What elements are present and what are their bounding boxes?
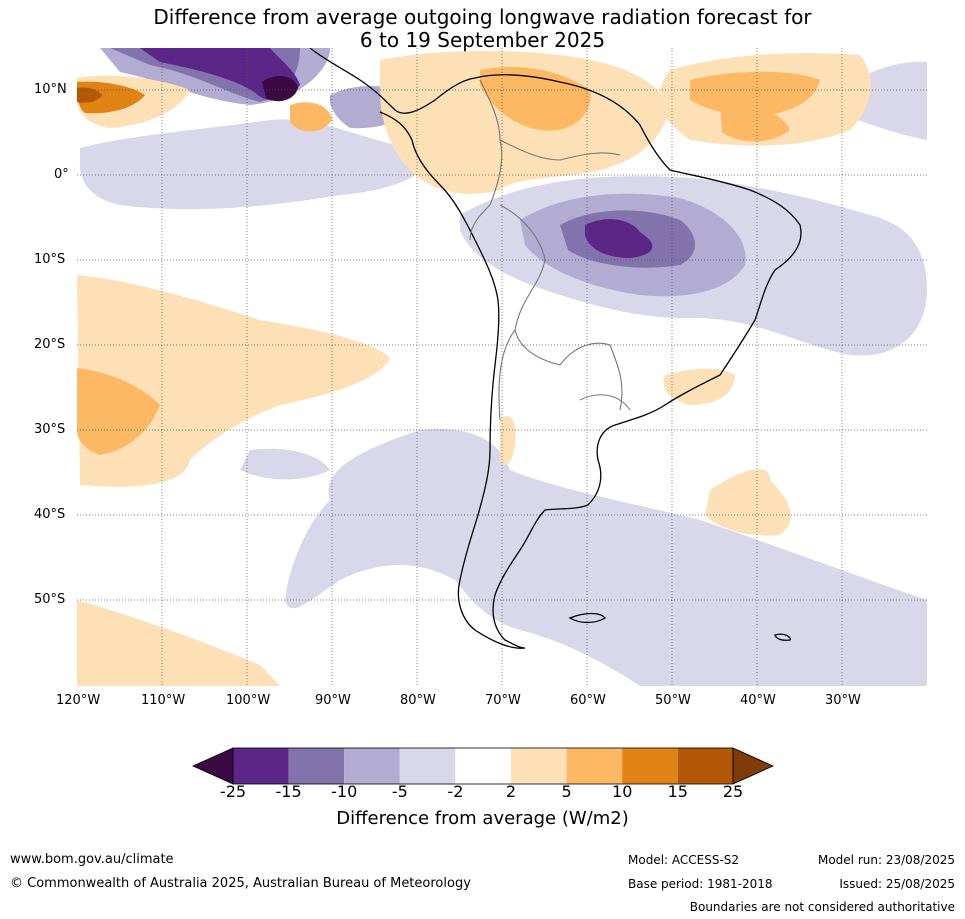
anomaly-region [77, 600, 280, 686]
lon-label: 120°W [56, 693, 101, 708]
country-borders [469, 79, 631, 421]
colorbar-tick-label: -15 [275, 782, 302, 801]
colorbar-segment [566, 748, 623, 784]
anomaly-region [77, 275, 390, 487]
colorbar-tick-label: -2 [447, 782, 464, 801]
lon-label: 80°W [400, 693, 436, 708]
lon-label: 70°W [485, 693, 521, 708]
colorbar-tick-label: 2 [505, 782, 517, 801]
lon-label: 60°W [570, 693, 606, 708]
lat-label: 20°S [34, 337, 66, 352]
lon-label: 30°W [825, 693, 861, 708]
website-link[interactable]: www.bom.gov.au/climate [10, 852, 174, 867]
colorbar-tick-label: -25 [219, 782, 247, 801]
colorbar-segment [455, 748, 511, 784]
colorbar-segment [677, 748, 733, 784]
colorbar-segment [622, 748, 678, 784]
colorbar-segment [511, 748, 567, 784]
anomaly-shading [77, 48, 927, 686]
lat-label: 10°N [34, 82, 67, 97]
anomaly-region [240, 448, 330, 480]
colorbar [192, 747, 774, 785]
lon-label: 110°W [141, 693, 186, 708]
anomaly-region [140, 48, 300, 101]
lat-label: 40°S [34, 507, 66, 522]
lon-label: 100°W [226, 693, 271, 708]
map-title-line2: 6 to 19 September 2025 [359, 28, 606, 52]
copyright-text: © Commonwealth of Australia 2025, Austra… [10, 876, 471, 891]
model-run-text: Model run: 23/08/2025 [817, 853, 955, 867]
coastline [309, 48, 802, 649]
anomaly-region [290, 102, 332, 132]
anomaly-region [77, 368, 160, 455]
map-title-line1: Difference from average outgoing longwav… [153, 5, 812, 29]
colorbar-tick-label: 5 [561, 782, 572, 801]
graticule [77, 48, 927, 686]
colorbar-segment [399, 748, 456, 784]
model-text: Model: ACCESS-S2 [628, 853, 740, 867]
colorbar-tick-label: 10 [612, 782, 633, 801]
lat-label: 50°S [34, 592, 66, 607]
colorbar-tick-label: 25 [722, 782, 744, 801]
lon-label: 40°W [740, 693, 776, 708]
colorbar-tick-label: 15 [667, 782, 688, 801]
anomaly-region [77, 87, 102, 103]
disclaimer-text: Boundaries are not considered authoritat… [689, 900, 955, 914]
colorbar-tick-label: -5 [391, 782, 408, 801]
colorbar-extend-low [192, 747, 234, 785]
anomaly-region [705, 469, 791, 536]
colorbar-tick-label: -10 [331, 782, 358, 801]
anomaly-region [285, 429, 927, 686]
anomaly-region [79, 119, 426, 210]
base-period-text: Base period: 1981-2018 [628, 877, 773, 891]
anomaly-region [720, 103, 790, 142]
colorbar-title: Difference from average (W/m2) [336, 808, 629, 829]
lon-label: 50°W [655, 693, 691, 708]
lat-label: 30°S [34, 422, 66, 437]
anomaly-region [663, 368, 735, 405]
lon-label: 90°W [315, 693, 351, 708]
issued-text: Issued: 25/08/2025 [839, 877, 955, 891]
lat-label: 0° [54, 167, 69, 182]
colorbar-segment [288, 748, 345, 784]
anomaly-region [585, 219, 653, 258]
lat-label: 10°S [34, 252, 66, 267]
colorbar-extend-high [732, 747, 774, 785]
anomaly-region [500, 416, 516, 465]
colorbar-segment [233, 748, 289, 784]
colorbar-segment [344, 748, 400, 784]
anomaly-region [262, 76, 298, 102]
